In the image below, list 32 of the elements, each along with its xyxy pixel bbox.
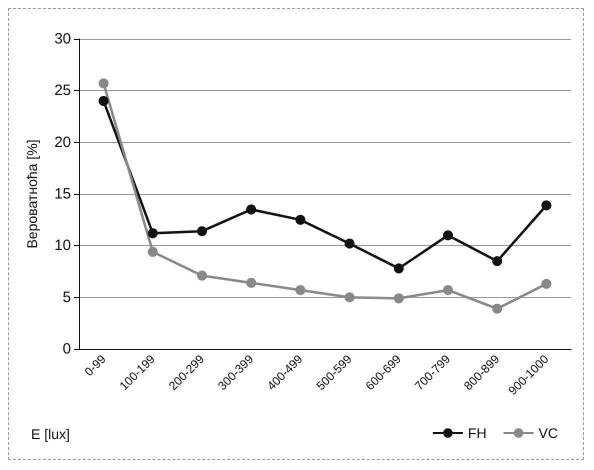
y-axis-title: Вероватноћа [%]	[24, 139, 40, 249]
x-axis-title: E [lux]	[31, 426, 70, 442]
point	[197, 226, 207, 236]
point	[98, 78, 109, 88]
point	[295, 285, 306, 296]
point	[394, 293, 404, 304]
point	[148, 246, 158, 257]
y-tick-label: 30	[54, 30, 71, 48]
legend-label: FH	[468, 425, 487, 441]
point	[541, 200, 552, 210]
point	[246, 278, 256, 288]
point	[394, 263, 404, 274]
y-tick-label: 15	[54, 186, 71, 202]
point	[492, 304, 502, 314]
point	[443, 230, 453, 240]
point	[98, 96, 109, 106]
point	[541, 278, 552, 289]
y-tick-label: 20	[54, 134, 71, 151]
point	[246, 204, 256, 214]
point	[344, 292, 355, 302]
point	[344, 238, 355, 249]
y-tick-label: 0	[62, 340, 71, 358]
y-tick-label: 5	[62, 288, 71, 306]
point	[148, 228, 158, 238]
point	[295, 214, 306, 225]
y-tick-label: 25	[54, 82, 71, 100]
x-tick-label: 0-99	[82, 352, 109, 379]
point	[443, 285, 453, 296]
point	[197, 270, 207, 281]
point	[492, 256, 502, 266]
legend-label: VC	[538, 425, 558, 441]
y-tick-label: 10	[54, 237, 71, 254]
